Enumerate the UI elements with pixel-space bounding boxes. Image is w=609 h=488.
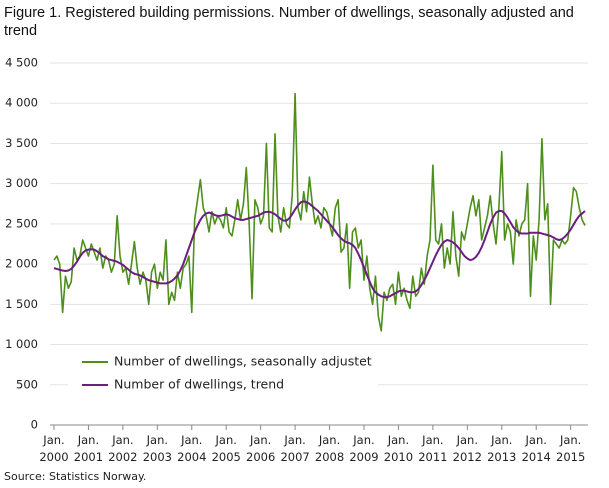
y-tick-label: 3 500 [5,136,38,150]
y-tick-label: 2 000 [5,257,38,271]
y-tick-label: 3 000 [5,176,38,190]
y-tick-label: 500 [16,377,38,391]
x-tick-label: Jan. 2012 [453,433,482,464]
x-tick-label: Jan. 2003 [143,433,172,464]
source-note: Source: Statistics Norway. [4,470,147,483]
y-tick-label: 4 000 [5,96,38,110]
series-line [53,92,586,332]
x-tick-label: Jan. 2015 [556,433,585,464]
x-tick-label: Jan. 2010 [384,433,413,464]
y-tick-label: 1 000 [5,337,38,351]
x-tick-label: Jan. 2005 [212,433,241,464]
x-tick-label: Jan. 2007 [280,433,309,464]
x-tick-label: Jan. 2006 [246,433,275,464]
y-tick-label: 1 500 [5,297,38,311]
y-tick-label: 2 500 [5,216,38,230]
legend-label: Number of dwellings, trend [114,377,284,392]
x-tick-label: Jan. 2004 [177,433,206,464]
x-tick-label: Jan. 2001 [74,433,103,464]
chart-title: Figure 1. Registered building permission… [4,5,574,39]
legend-box [68,350,378,398]
x-tick-label: Jan. 2002 [108,433,137,464]
legend-label: Number of dwellings, seasonally adjustet [114,354,372,369]
y-tick-label: 4 500 [5,56,38,70]
x-tick-label: Jan. 2014 [522,433,551,464]
y-tick-label: 0 [31,418,38,432]
x-tick-label: Jan. 2011 [418,433,447,464]
series-line [53,200,586,299]
x-tick-label: Jan. 2013 [487,433,516,464]
x-tick-label: Jan. 2009 [349,433,378,464]
x-tick-label: Jan. 2000 [39,433,68,464]
x-tick-label: Jan. 2008 [315,433,344,464]
